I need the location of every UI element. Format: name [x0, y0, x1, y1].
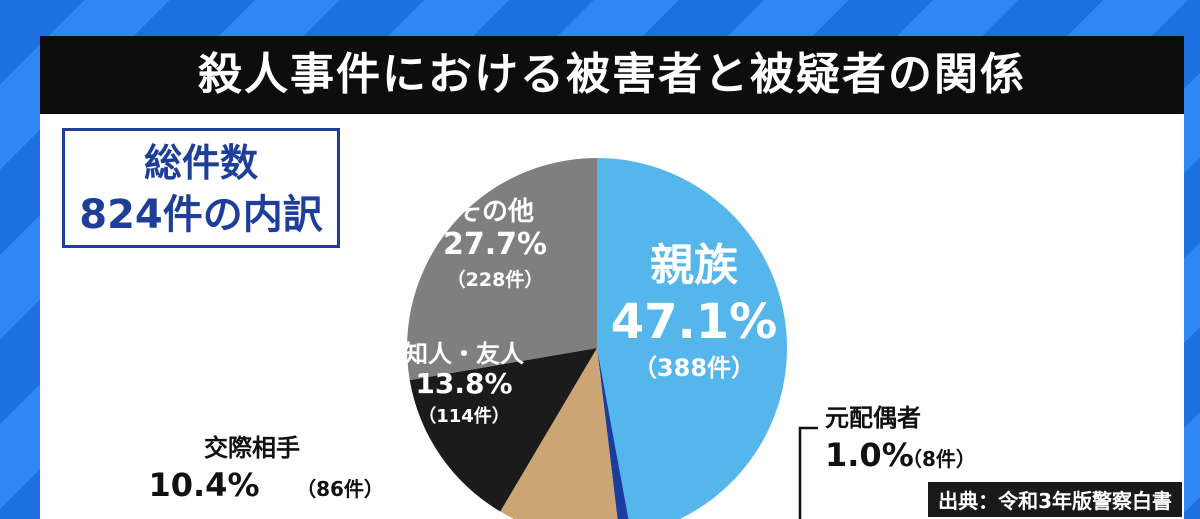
total-label: 総件数 — [143, 141, 258, 185]
label-former-spouse-count: （8件） — [902, 447, 976, 471]
label-relatives-count: （388件） — [633, 354, 755, 382]
slice-partner — [500, 348, 618, 519]
slice-former-spouse — [597, 348, 629, 519]
chart-panel: 殺人事件における被害者と被疑者の関係 総件数 824件の内訳 親族 47.1% （3… — [40, 36, 1184, 519]
label-former-spouse-percent: 1.0% — [825, 436, 914, 474]
slice-other — [407, 158, 597, 381]
label-former-spouse-name: 元配偶者 — [825, 404, 921, 432]
label-partner-percent: 10.4% — [148, 466, 259, 504]
source-label: 出典：令和3年版警察白書 — [928, 482, 1182, 517]
label-other-name: その他 — [456, 197, 534, 227]
label-partner-count: （86件） — [296, 477, 384, 501]
chart-title: 殺人事件における被害者と被疑者の関係 — [40, 36, 1184, 114]
label-partner-name: 交際相手 — [204, 434, 300, 462]
label-other-percent: 27.7% — [443, 227, 547, 262]
label-relatives-percent: 47.1% — [611, 294, 778, 350]
label-other-count: （228件） — [447, 268, 544, 291]
total-box: 総件数 824件の内訳 — [62, 128, 340, 248]
label-relatives-name: 親族 — [650, 240, 738, 291]
total-breakdown: 824件の内訳 — [79, 192, 323, 238]
label-acquaintance-count: （114件） — [418, 405, 510, 427]
label-acquaintance-name: 知人・友人 — [404, 340, 524, 368]
slice-acquaintance — [409, 348, 597, 512]
slice-relatives — [597, 158, 788, 519]
label-acquaintance-percent: 13.8% — [415, 367, 512, 400]
leader-former-spouse — [798, 426, 818, 519]
